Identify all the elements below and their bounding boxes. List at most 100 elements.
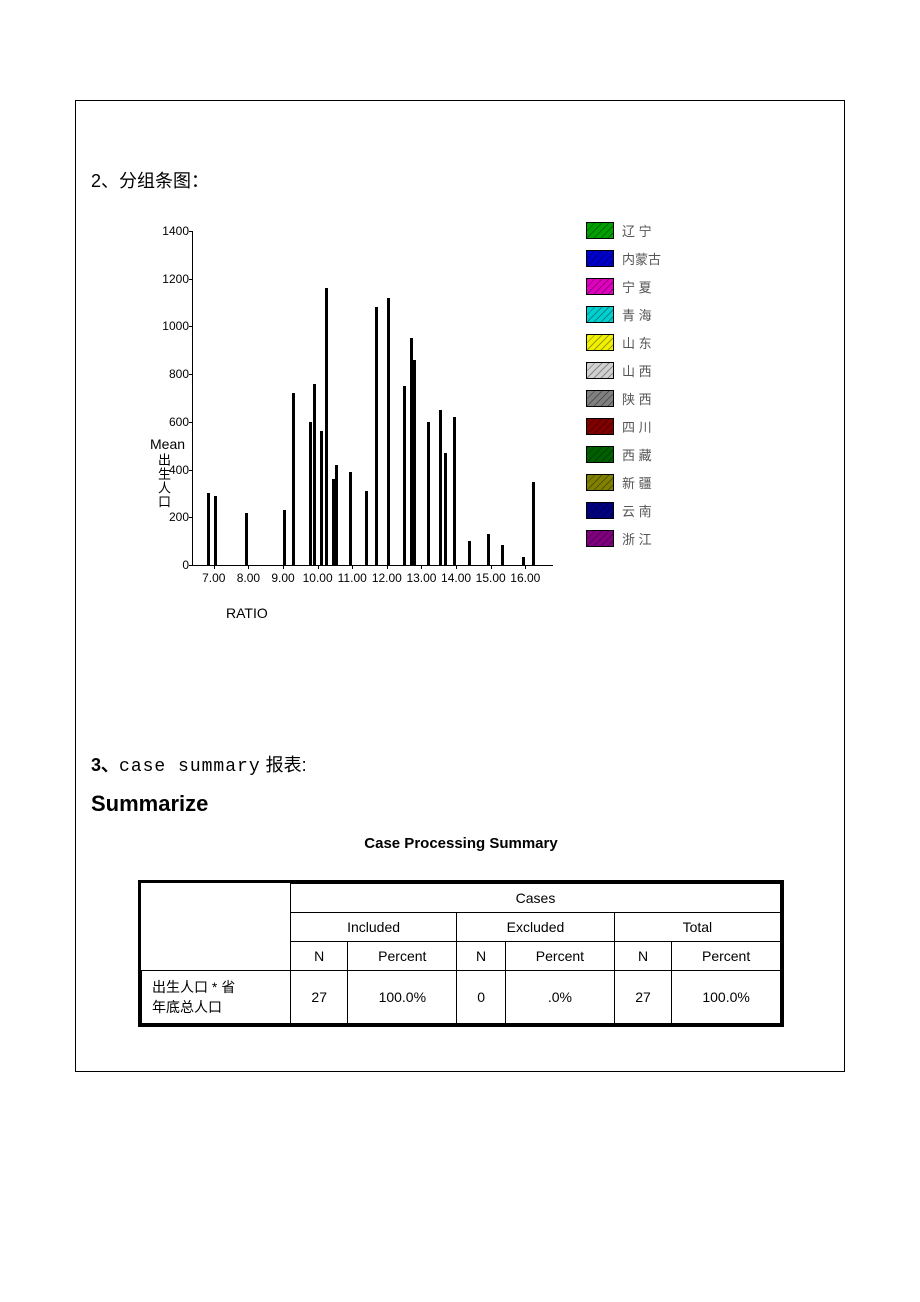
legend-item: 山 西 — [586, 361, 661, 380]
y-tick-label: 0 — [149, 558, 193, 572]
legend-swatch — [586, 390, 614, 407]
sub-header: Percent — [506, 942, 615, 971]
row-label-line1: 出生人口 * 省 — [152, 979, 235, 995]
bar — [245, 513, 248, 565]
legend-swatch — [586, 474, 614, 491]
legend-swatch — [586, 278, 614, 295]
group-header-excluded: Excluded — [457, 913, 615, 942]
legend-item: 新 疆 — [586, 473, 661, 492]
table-super-header: Cases — [291, 884, 781, 913]
legend-swatch — [586, 418, 614, 435]
bar — [427, 422, 430, 565]
table-cell: 27 — [614, 971, 671, 1024]
legend-item: 浙 江 — [586, 529, 661, 548]
y-tick-label: 800 — [149, 367, 193, 381]
section3-heading: 3、case summary 报表: — [91, 751, 307, 777]
legend-label: 云 南 — [622, 501, 652, 520]
legend-label: 新 疆 — [622, 473, 652, 492]
y-tick-label: 600 — [149, 415, 193, 429]
case-processing-table-wrapper: Cases Included Excluded Total N Percent … — [138, 880, 784, 1027]
legend-label: 宁 夏 — [622, 277, 652, 296]
legend-label: 辽 宁 — [622, 221, 652, 240]
bar — [403, 386, 406, 565]
section2-heading: 2、分组条图： — [91, 167, 209, 193]
bar — [387, 298, 390, 565]
legend-swatch — [586, 306, 614, 323]
group-header-total: Total — [614, 913, 780, 942]
bar — [207, 493, 210, 565]
bar — [283, 510, 286, 565]
row-label-line2: 年底总人口 — [152, 999, 222, 1015]
x-axis-label: RATIO — [226, 605, 268, 621]
table-cell: 27 — [291, 971, 348, 1024]
y-tick-label: 1400 — [149, 224, 193, 238]
bar — [532, 482, 535, 566]
legend-label: 西 藏 — [622, 445, 652, 464]
table-cell: 100.0% — [672, 971, 781, 1024]
bar — [468, 541, 471, 565]
table-header-row-1: Cases — [142, 884, 781, 913]
section2-title-text: 2、分组条图： — [91, 171, 209, 191]
table-cell: .0% — [506, 971, 615, 1024]
bar — [413, 360, 416, 565]
legend-item: 西 藏 — [586, 445, 661, 464]
bar — [453, 417, 456, 565]
y-tick-label: 1200 — [149, 272, 193, 286]
legend-swatch — [586, 250, 614, 267]
group-header-included: Included — [291, 913, 457, 942]
section3-prefix: 3、 — [91, 755, 119, 775]
bar — [501, 545, 504, 565]
legend-label: 青 海 — [622, 305, 652, 324]
summarize-heading: Summarize — [91, 791, 831, 817]
bar — [335, 465, 338, 565]
table-data-row: 出生人口 * 省 年底总人口 27 100.0% 0 .0% 27 100.0% — [142, 971, 781, 1024]
content-frame: 2、分组条图： 02004006008001000120014007.008.0… — [75, 100, 845, 1072]
legend-item: 四 川 — [586, 417, 661, 436]
bar — [439, 410, 442, 565]
legend-label: 内蒙古 — [622, 249, 661, 268]
sub-header: Percent — [672, 942, 781, 971]
legend-swatch — [586, 334, 614, 351]
legend-swatch — [586, 530, 614, 547]
bar — [375, 307, 378, 565]
bar — [325, 288, 328, 565]
legend-swatch — [586, 362, 614, 379]
sub-header: N — [614, 942, 671, 971]
legend-label: 浙 江 — [622, 529, 652, 548]
table-cell: 0 — [457, 971, 506, 1024]
legend: 辽 宁内蒙古宁 夏青 海山 东山 西陕 西四 川西 藏新 疆云 南浙 江 — [586, 221, 661, 557]
bar — [313, 384, 316, 565]
legend-label: 四 川 — [622, 417, 652, 436]
sub-header: N — [457, 942, 506, 971]
legend-swatch — [586, 222, 614, 239]
page: 2、分组条图： 02004006008001000120014007.008.0… — [0, 0, 920, 1302]
y-axis-label-mean: Mean — [150, 436, 185, 452]
section3-suffix: 报表: — [266, 755, 307, 775]
bar — [292, 393, 295, 565]
bar — [522, 557, 525, 565]
bar-chart: 02004006008001000120014007.008.009.0010.… — [136, 221, 706, 651]
bar — [214, 496, 217, 565]
bar — [444, 453, 447, 565]
row-label: 出生人口 * 省 年底总人口 — [142, 971, 291, 1024]
y-tick-label: 200 — [149, 510, 193, 524]
legend-swatch — [586, 502, 614, 519]
legend-item: 内蒙古 — [586, 249, 661, 268]
table-title: Case Processing Summary — [91, 835, 831, 852]
legend-label: 山 东 — [622, 333, 652, 352]
y-axis-label-cn: 出生人口 — [154, 453, 173, 509]
legend-label: 陕 西 — [622, 389, 652, 408]
legend-item: 陕 西 — [586, 389, 661, 408]
bar — [365, 491, 368, 565]
bar — [320, 431, 323, 565]
summarize-block: Summarize Case Processing Summary Cases … — [91, 791, 831, 1027]
legend-item: 云 南 — [586, 501, 661, 520]
legend-item: 辽 宁 — [586, 221, 661, 240]
sub-header: N — [291, 942, 348, 971]
table-cell: 100.0% — [348, 971, 457, 1024]
sub-header: Percent — [348, 942, 457, 971]
table-corner-cell — [142, 884, 291, 971]
legend-label: 山 西 — [622, 361, 652, 380]
bar — [349, 472, 352, 565]
plot-area: 02004006008001000120014007.008.009.0010.… — [192, 231, 553, 566]
